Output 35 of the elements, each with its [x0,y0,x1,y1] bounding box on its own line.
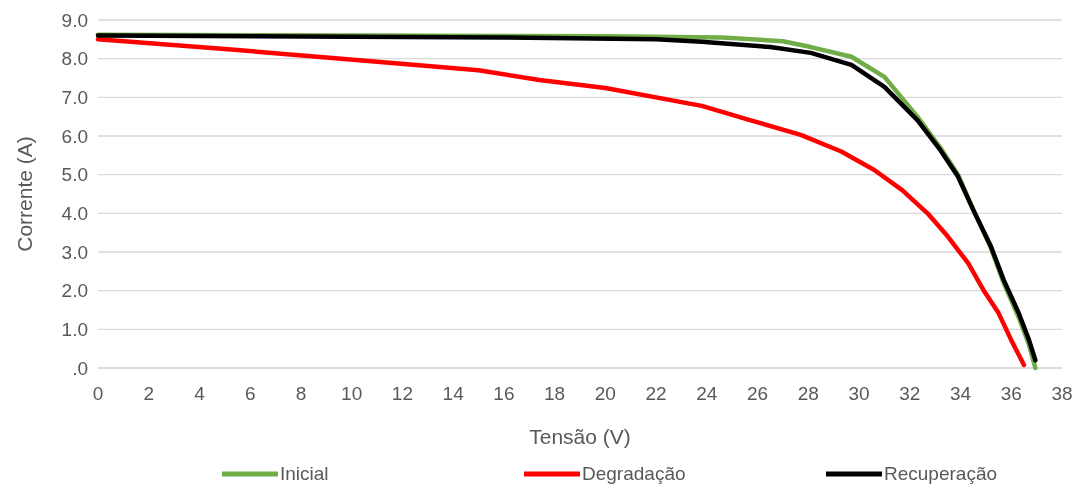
x-tick-label: 22 [645,383,667,404]
legend-label: Inicial [280,463,329,484]
x-tick-label: 8 [295,383,307,404]
x-tick-label: 6 [244,383,256,404]
x-tick-label: 38 [1051,383,1073,404]
x-tick-label: 32 [899,383,921,404]
legend-label: Recuperação [884,463,998,484]
y-tick-label: 8.0 [61,48,88,70]
y-tick-label: 9.0 [61,9,88,31]
x-tick-label: 10 [341,383,363,404]
x-tick-label: 24 [696,383,718,404]
x-tick-label: 2 [143,383,155,404]
y-tick-label: 2.0 [61,280,88,302]
y-tick-label: 6.0 [61,125,88,147]
y-tick-label: 1.0 [61,318,88,340]
x-tick-label: 28 [797,383,819,404]
y-tick-label: .0 [72,357,88,379]
x-tick-label: 12 [391,383,413,404]
x-tick-label: 0 [92,383,104,404]
y-tick-label: 3.0 [61,241,88,263]
x-tick-label: 18 [544,383,566,404]
y-tick-label: 7.0 [61,86,88,108]
y-axis-title: Corrente (A) [13,136,36,252]
x-tick-label: 34 [949,383,972,404]
x-tick-label: 16 [493,383,515,404]
x-tick-label: 14 [442,383,465,404]
x-axis-title: Tensão (V) [529,425,631,448]
y-tick-label: 5.0 [61,164,88,186]
x-tick-label: 20 [594,383,616,404]
x-tick-label: 36 [1000,383,1022,404]
y-tick-label: 4.0 [61,202,88,224]
x-tick-label: 30 [848,383,870,404]
x-tick-label: 26 [747,383,769,404]
legend-label: Degradação [582,463,686,484]
x-tick-label: 4 [194,383,206,404]
